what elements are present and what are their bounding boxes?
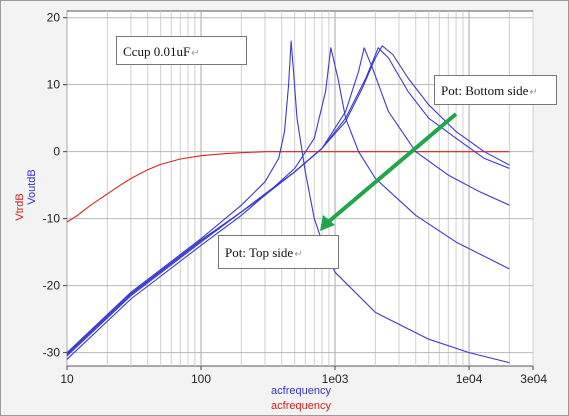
y-tick-label: 0 bbox=[53, 145, 60, 159]
y-tick-label: -30 bbox=[43, 346, 61, 360]
series-line-3 bbox=[66, 47, 510, 360]
x-tick-label: 3e04 bbox=[520, 372, 547, 386]
series-line-4 bbox=[66, 47, 510, 357]
note-ccup-mark: ↵ bbox=[191, 48, 200, 59]
y-ticks: -30 -20 -10 0 10 20 bbox=[43, 11, 67, 360]
x-ticks: 10 100 1e03 1e04 3e04 bbox=[60, 366, 547, 386]
y-tick-label: -20 bbox=[43, 279, 61, 293]
note-top-side-mark: ↵ bbox=[294, 249, 303, 260]
y-axis-label-vout: VoutdB bbox=[26, 169, 38, 204]
x-tick-label: 1e04 bbox=[456, 372, 483, 386]
x-tick-label: 10 bbox=[60, 372, 74, 386]
series-line-6 bbox=[66, 45, 510, 356]
y-tick-label: -10 bbox=[43, 212, 61, 226]
note-bottom-side-mark: ↵ bbox=[529, 87, 538, 98]
note-bottom-side: Pot: Bottom side↵ bbox=[434, 75, 557, 105]
annotation-arrow bbox=[320, 112, 458, 231]
note-bottom-side-text: Pot: Bottom side bbox=[441, 83, 529, 98]
series-line-2 bbox=[66, 40, 510, 364]
note-top-side: Pot: Top side↵ bbox=[218, 235, 339, 269]
note-ccup: Ccup 0.01uF↵ bbox=[116, 36, 247, 65]
plot-area bbox=[66, 10, 534, 367]
x-tick-label: 1e03 bbox=[322, 372, 349, 386]
x-tick-label: 100 bbox=[191, 372, 211, 386]
series-lines bbox=[66, 40, 510, 364]
note-top-side-text: Pot: Top side bbox=[225, 245, 294, 260]
note-ccup-text: Ccup 0.01uF bbox=[123, 44, 191, 59]
x-axis-label-blue: acfrequency bbox=[271, 385, 331, 397]
y-axis-label-vtr: VtrdB bbox=[14, 193, 26, 221]
y-tick-label: 20 bbox=[47, 11, 61, 25]
x-axis-label-red: acfrequency bbox=[271, 400, 331, 412]
y-tick-label: 10 bbox=[47, 78, 61, 92]
series-line-1 bbox=[66, 151, 510, 223]
